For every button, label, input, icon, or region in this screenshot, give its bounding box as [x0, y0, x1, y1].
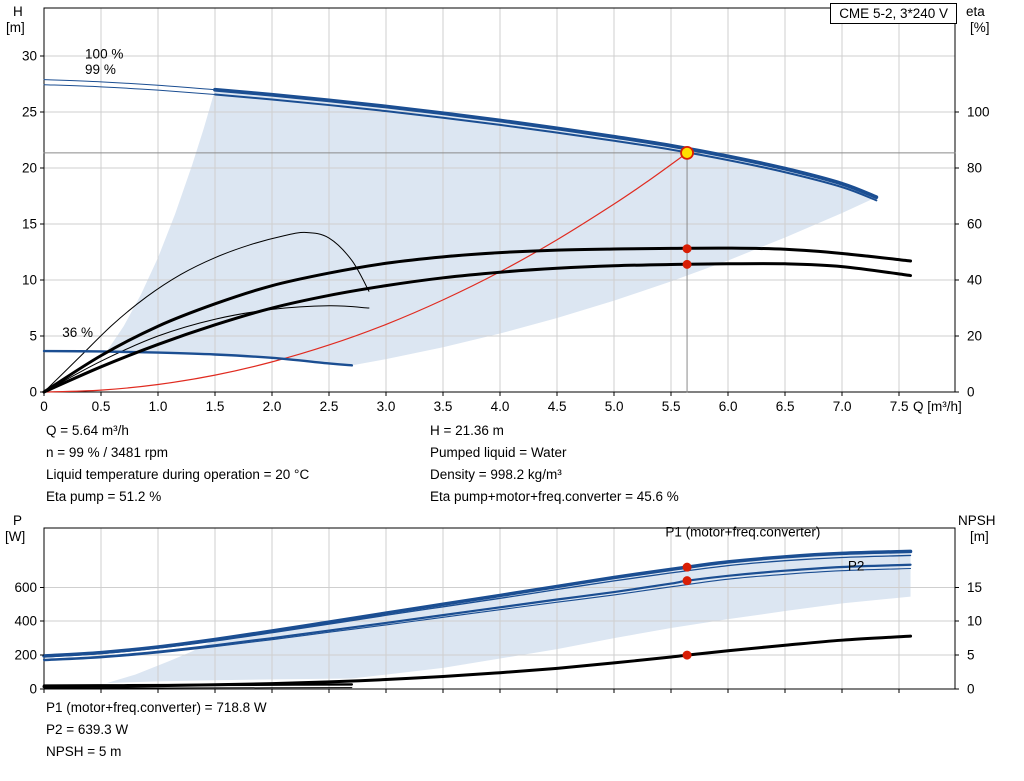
head-capacity-chart[interactable]: 100 %99 % 36 % 0 0.5 1.0 1.5 2.0 2.5 3.0 3.5 4.0 4.…	[0, 0, 1024, 420]
info-p2: P2 = 639.3 W	[46, 722, 129, 737]
curve-label: 100 %	[85, 46, 123, 61]
x-tick-label: 0	[40, 399, 48, 414]
pump-model-label: CME 5-2, 3*240 V	[830, 3, 957, 24]
y-left-tick-label: 5	[29, 329, 37, 344]
y-left-tick-label: 10	[22, 273, 37, 288]
x-tick-label: 5.5	[662, 399, 681, 414]
p2-curve-99	[43, 567, 912, 662]
y-right-tick-label: 100	[967, 105, 990, 120]
pump-curve-99-lead	[43, 84, 216, 96]
x-tick-label: 3.0	[377, 399, 396, 414]
eta-pump-curve	[42, 246, 913, 394]
info-eta-pump: Eta pump = 51.2 %	[46, 489, 162, 504]
power-envelope	[106, 551, 911, 684]
info-p1: P1 (motor+freq.converter) = 718.8 W	[46, 700, 267, 715]
x-tick-label: 2.0	[263, 399, 282, 414]
y-left-tick-label: 30	[22, 49, 37, 64]
info-speed: n = 99 % / 3481 rpm	[46, 445, 168, 460]
y-right-tick-label: 0	[967, 385, 975, 400]
y-left-tick-label: 0	[29, 385, 37, 400]
x-tick-label: 6.0	[719, 399, 738, 414]
p1-dot	[682, 562, 692, 572]
y-left-tick-label: 200	[14, 648, 37, 663]
info-liquid-temp: Liquid temperature during operation = 20…	[46, 467, 310, 482]
eta-arc-reduced-2	[43, 305, 370, 393]
x-axis-title: Q [m³/h]	[913, 399, 962, 414]
eta-pump-dot	[682, 244, 692, 254]
duty-point[interactable]	[680, 145, 694, 160]
y-right-tick-label: 0	[967, 682, 975, 697]
duty-info-right: H = 21.36 m Pumped liquid = Water Densit…	[430, 420, 679, 508]
info-pumped-liquid: Pumped liquid = Water	[430, 445, 567, 460]
x-tick-label: 4.0	[491, 399, 510, 414]
npsh-curve	[42, 634, 913, 689]
x-tick-label: 0.5	[92, 399, 111, 414]
p2-curve	[42, 563, 912, 661]
y-left-axis-title: H	[13, 4, 23, 19]
info-npsh: NPSH = 5 m	[46, 744, 122, 759]
system-curve	[43, 152, 688, 393]
power-npsh-chart[interactable]: P1 (motor+freq.converter) P2 0 200 400 600 0 5 1…	[0, 515, 1024, 711]
y-left-tick-label: 600	[14, 580, 37, 595]
pump-curve-100-lead	[43, 79, 216, 91]
y-right-tick-label: 20	[967, 329, 982, 344]
x-tick-label: 5.0	[605, 399, 624, 414]
y-left-axis-title: P	[13, 515, 22, 528]
info-eta-total: Eta pump+motor+freq.converter = 45.6 %	[430, 489, 679, 504]
npsh-min-curve-2	[43, 687, 353, 689]
y-right-axis-unit: [%]	[970, 20, 990, 35]
info-flow: Q = 5.64 m³/h	[46, 423, 129, 438]
y-left-axis-unit: [m]	[6, 20, 25, 35]
x-tick-label: 7.0	[833, 399, 852, 414]
y-right-tick-label: 40	[967, 273, 982, 288]
p1-curve	[42, 549, 913, 658]
pump-curve-99	[214, 93, 878, 202]
eta-total-curve	[42, 262, 913, 394]
y-right-axis-unit: [m]	[970, 529, 989, 544]
y-right-axis-title: NPSH	[958, 515, 996, 528]
curve-label: 99 %	[85, 62, 116, 77]
curve-label: P2	[848, 558, 865, 573]
y-left-tick-label: 0	[29, 682, 37, 697]
y-left-tick-label: 15	[22, 217, 37, 232]
duty-info-left: Q = 5.64 m³/h n = 99 % / 3481 rpm Liquid…	[46, 420, 309, 508]
y-left-tick-label: 25	[22, 105, 37, 120]
npsh-dot	[682, 650, 692, 660]
plot-frame	[43, 7, 956, 393]
min-speed-curve-36	[42, 349, 354, 367]
y-left-tick-label: 400	[14, 614, 37, 629]
y-right-tick-label: 60	[967, 217, 982, 232]
eta-total-dot	[682, 259, 692, 269]
y-right-axis-title: eta	[966, 4, 985, 19]
power-info: P1 (motor+freq.converter) = 718.8 W P2 =…	[46, 697, 267, 763]
curve-label: P1 (motor+freq.converter)	[665, 524, 820, 539]
x-tick-label: 1.5	[206, 399, 225, 414]
x-tick-label: 1.0	[149, 399, 168, 414]
x-tick-label: 7.5	[890, 399, 909, 414]
y-left-tick-label: 20	[22, 161, 37, 176]
plot-frame	[43, 527, 956, 690]
info-head: H = 21.36 m	[430, 423, 504, 438]
y-left-axis-unit: [W]	[5, 529, 25, 544]
info-density: Density = 998.2 kg/m³	[430, 467, 562, 482]
y-right-tick-label: 10	[967, 614, 982, 629]
x-tick-label: 2.5	[320, 399, 339, 414]
pump-curve-100	[213, 87, 879, 200]
y-right-tick-label: 5	[967, 648, 975, 663]
eta-arc-reduced-1	[43, 231, 370, 393]
x-tick-label: 4.5	[548, 399, 567, 414]
y-right-tick-label: 15	[967, 580, 982, 595]
curve-label: 36 %	[62, 325, 93, 340]
p2-dot	[682, 576, 692, 586]
x-tick-label: 3.5	[434, 399, 453, 414]
y-right-tick-label: 80	[967, 161, 982, 176]
x-tick-label: 6.5	[776, 399, 795, 414]
